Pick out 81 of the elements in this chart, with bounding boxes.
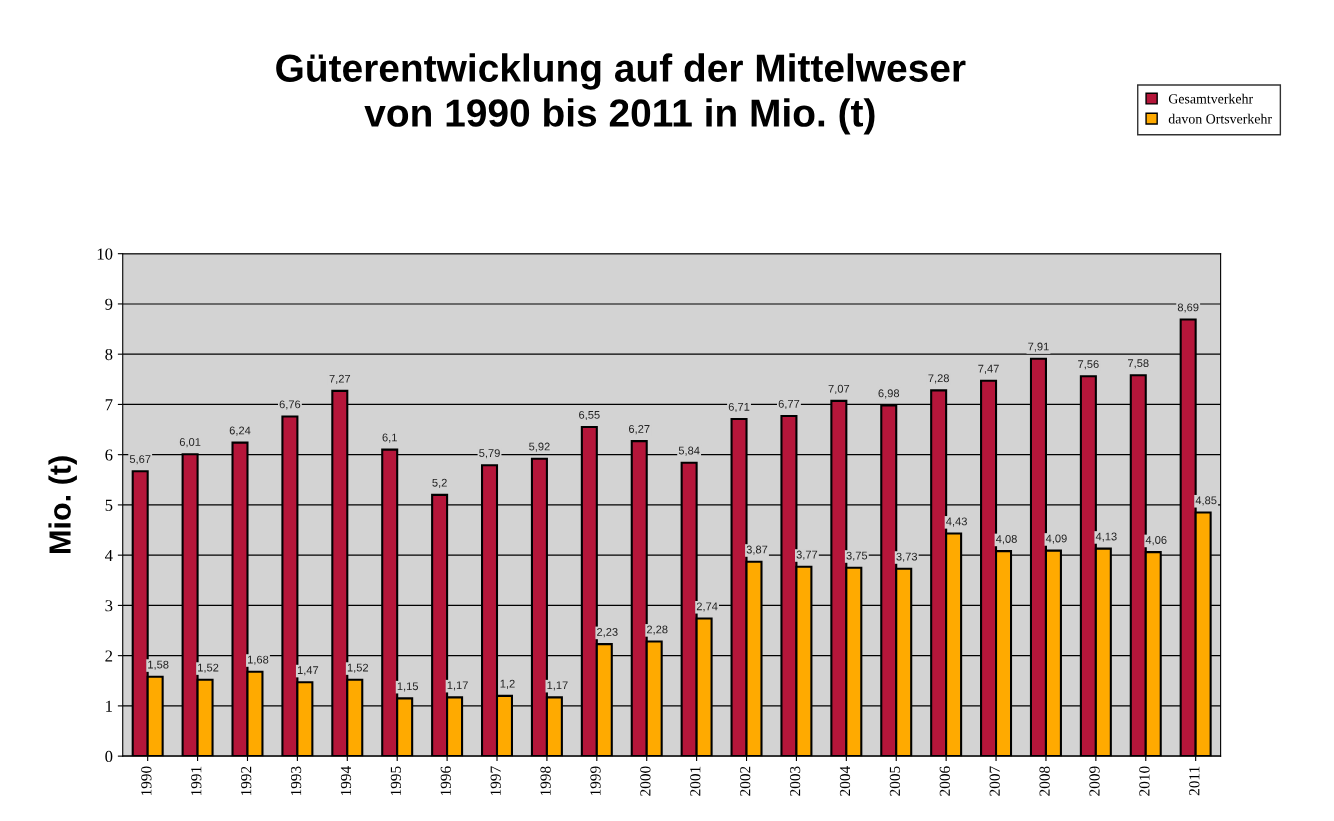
x-tick-label: 1990 <box>141 766 152 796</box>
y-tick-label: 1 <box>106 700 113 712</box>
data-label: 1,17 <box>547 681 568 691</box>
x-tick-label: 1994 <box>340 766 352 796</box>
data-label: 3,87 <box>746 545 768 555</box>
data-label: 1,47 <box>297 666 319 676</box>
y-tick-label: 9 <box>105 298 113 310</box>
data-label: 8,69 <box>1177 303 1199 313</box>
data-label: 4,43 <box>946 517 967 527</box>
x-tick-label: 2000 <box>640 766 651 796</box>
data-label: 6,01 <box>179 438 201 448</box>
x-tick-label: 2008 <box>1039 766 1050 796</box>
data-label: 1,52 <box>198 663 219 673</box>
data-label: 1,15 <box>397 682 419 692</box>
data-label: 4,09 <box>1045 534 1067 544</box>
data-label: 7,27 <box>329 374 351 384</box>
data-label: 3,73 <box>896 552 918 562</box>
data-label: 5,92 <box>529 442 550 452</box>
x-tick-label: 1996 <box>440 766 451 796</box>
chart-title: Güterentwicklung auf der Mittelweser von 1990 bis 2011 in Mio. (t) <box>276 53 966 135</box>
x-tick-label: 1997 <box>490 766 501 796</box>
data-label: 1,2 <box>500 679 515 689</box>
y-axis-title: Mio. (t) <box>48 456 77 553</box>
data-label: 7,56 <box>1078 360 1099 370</box>
x-tick-label: 1991 <box>191 766 202 796</box>
x-tick-label: 2010 <box>1139 766 1150 796</box>
data-label: 3,75 <box>846 551 868 561</box>
y-tick-label: 7 <box>105 399 113 411</box>
data-label: 4,85 <box>1195 496 1217 506</box>
data-label: 2,23 <box>597 628 618 638</box>
data-label: 6,24 <box>229 426 251 436</box>
x-tick-label: 1993 <box>290 766 302 796</box>
x-tick-label: 1999 <box>590 766 601 796</box>
data-label: 6,98 <box>878 389 900 399</box>
data-label: 7,91 <box>1028 342 1049 352</box>
data-label: 7,28 <box>928 374 949 384</box>
x-tick-label: 2001 <box>690 766 701 796</box>
x-tick-label: 2003 <box>789 766 801 796</box>
data-label: 6,77 <box>778 399 800 410</box>
data-label: 6,1 <box>382 433 397 443</box>
data-label: 6,55 <box>579 410 600 421</box>
x-tick-label: 2005 <box>889 766 901 796</box>
data-label: 5,2 <box>432 478 447 488</box>
x-tick-label: 1995 <box>390 766 402 796</box>
data-label: 4,08 <box>995 535 1017 545</box>
data-label: 7,58 <box>1128 359 1149 369</box>
y-tick-label: 8 <box>105 348 113 361</box>
data-label: 1,68 <box>248 655 269 665</box>
x-tick-label: 2002 <box>740 766 751 796</box>
data-label: 5,84 <box>678 446 700 456</box>
data-label: 1,52 <box>347 663 369 673</box>
data-label: 3,77 <box>796 550 818 560</box>
y-tick-label: 6 <box>105 449 113 461</box>
data-label: 6,71 <box>728 402 750 413</box>
x-tick-label: 2004 <box>839 766 851 796</box>
legend-label: davon Ortsverkehr <box>1168 113 1272 124</box>
data-label: 2,74 <box>696 602 718 612</box>
y-tick-label: 2 <box>105 650 113 662</box>
y-tick-label: 4 <box>105 549 113 561</box>
data-label: 5,79 <box>479 449 500 459</box>
y-tick-label: 5 <box>105 499 113 511</box>
data-label: 2,28 <box>646 625 668 635</box>
x-tick-label: 2011 <box>1189 766 1200 796</box>
data-label: 6,27 <box>628 425 650 435</box>
x-tick-label: 2007 <box>989 766 1000 796</box>
x-tick-label: 2006 <box>939 766 950 796</box>
data-label: 7,47 <box>978 364 999 374</box>
y-tick-label: 0 <box>105 750 113 763</box>
legend-label: Gesamtverkehr <box>1168 93 1253 104</box>
data-label: 4,06 <box>1145 536 1167 546</box>
data-label: 1,58 <box>148 660 169 670</box>
x-tick-label: 1992 <box>241 766 252 796</box>
data-label: 4,13 <box>1095 532 1117 542</box>
data-label: 6,76 <box>279 400 301 410</box>
y-tick-label: 10 <box>97 248 113 260</box>
x-tick-label: 1998 <box>540 766 551 796</box>
data-label: 5,67 <box>129 455 151 465</box>
y-tick-label: 3 <box>105 600 113 612</box>
data-label: 7,07 <box>828 384 850 394</box>
x-tick-label: 2009 <box>1089 766 1100 796</box>
data-label: 1,17 <box>447 681 468 691</box>
